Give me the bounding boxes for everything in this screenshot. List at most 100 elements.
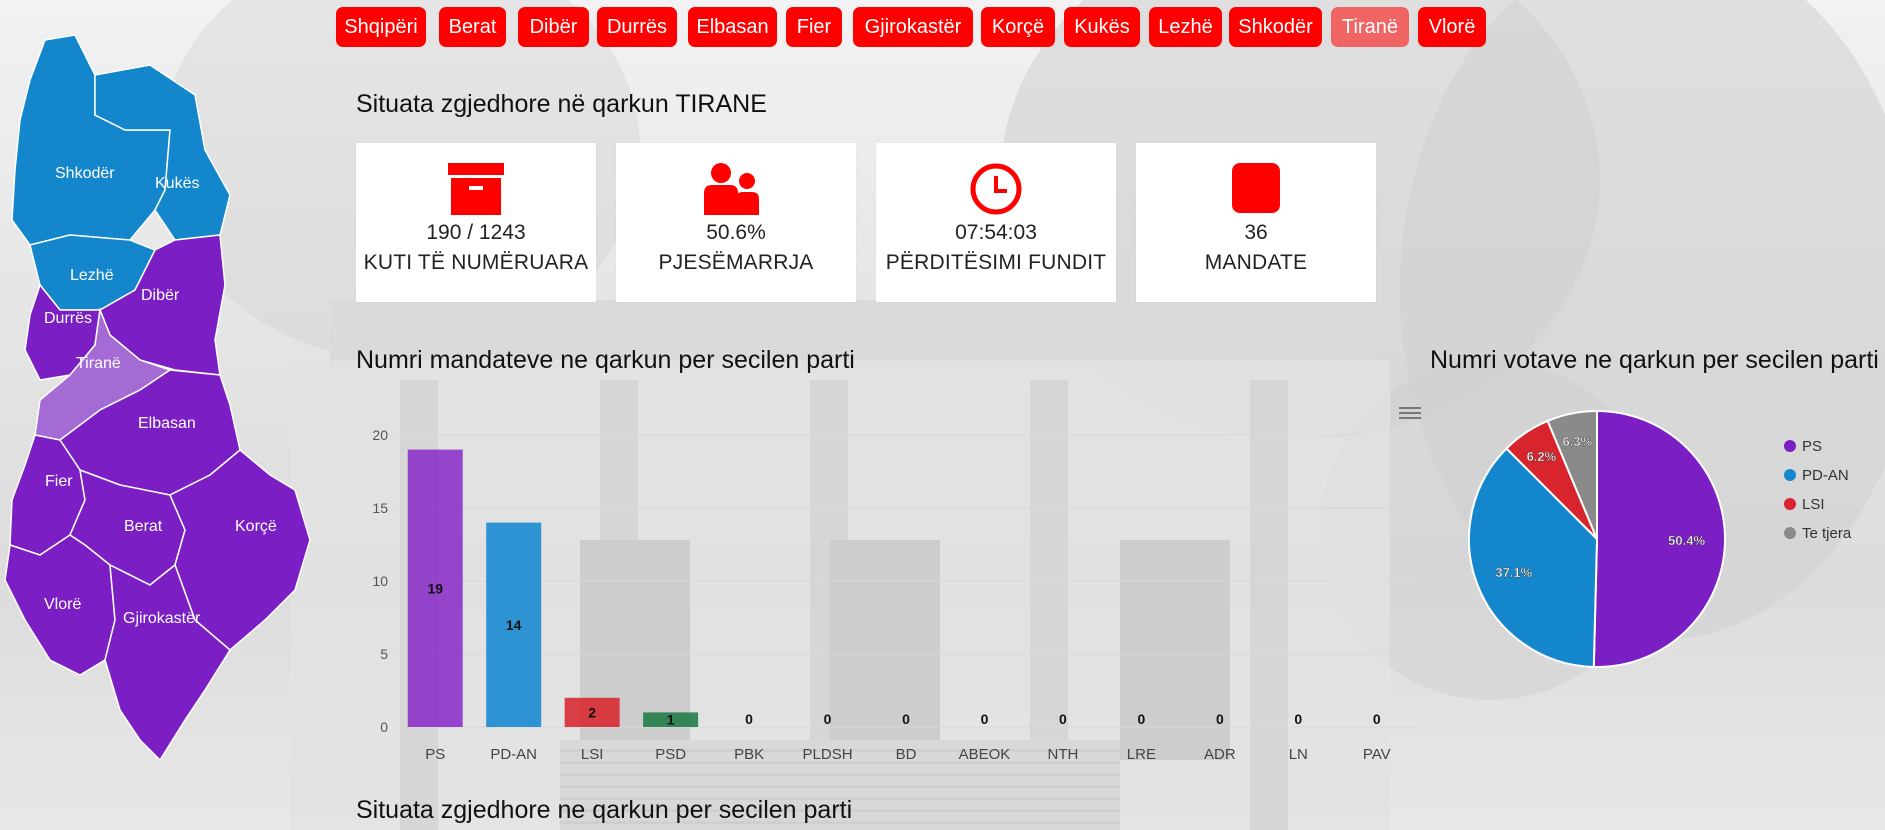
stat-card-counted-boxes: 190 / 1243 KUTI TË NUMËRUARA: [356, 143, 596, 302]
nav-pill-tirane[interactable]: Tiranë: [1331, 7, 1409, 47]
map-label-vlore: Vlorë: [44, 596, 81, 613]
page-title: Situata zgjedhore në qarkun TIRANE: [356, 90, 767, 118]
stat-card-turnout: 50.6% PJESËMARRJA: [616, 143, 856, 302]
bar-y-tick-label: 0: [380, 719, 388, 735]
bar-y-tick-label: 20: [372, 427, 388, 443]
bar-y-tick-label: 10: [372, 573, 388, 589]
bar-x-tick-label: PLDSH: [803, 746, 853, 763]
bar-x-tick-label: PD-AN: [490, 746, 537, 763]
bar-data-label: 1: [667, 712, 675, 728]
nav-pill-gjirokaster[interactable]: Gjirokastër: [853, 7, 973, 47]
bar-x-tick-label: PAV: [1363, 746, 1391, 763]
section-title-bottom: Situata zgjedhore ne qarkun per secilen …: [356, 796, 853, 824]
map-label-tirane: Tiranë: [76, 355, 121, 372]
pie-chart-title: Numri votave ne qarkun per secilen parti: [1430, 346, 1879, 374]
stat-label: PJESËMARRJA: [658, 251, 814, 274]
stat-value: 07:54:03: [955, 221, 1037, 244]
bar-pd-an[interactable]: [486, 522, 542, 727]
bar-x-tick-label: ADR: [1204, 746, 1236, 763]
nav-pill-vlore[interactable]: Vlorë: [1418, 7, 1486, 47]
nav-pill-korce[interactable]: Korçë: [981, 7, 1055, 47]
ballot-box-icon: [356, 163, 596, 215]
map-label-fier: Fier: [45, 473, 73, 490]
stat-value: 50.6%: [706, 221, 766, 244]
nav-pill-durres[interactable]: Durrës: [597, 7, 677, 47]
pie-data-label: 6.3%: [1563, 434, 1593, 449]
stat-value: 36: [1244, 221, 1268, 244]
map-label-gjirokaster: Gjirokastër: [123, 610, 201, 627]
nav-pill-fier[interactable]: Fier: [786, 7, 842, 47]
bar-data-label: 0: [902, 711, 910, 727]
bar-data-label: 0: [1294, 711, 1302, 727]
bar-x-tick-label: NTH: [1048, 746, 1079, 763]
legend-marker: [1784, 527, 1796, 539]
map-region-gjirokaster[interactable]: [104, 563, 231, 762]
stat-card-seats: 36 MANDATE: [1136, 143, 1376, 302]
legend-marker: [1784, 498, 1796, 510]
people-icon: [616, 163, 856, 215]
bar-lsi[interactable]: [564, 697, 620, 727]
stat-value: 190 / 1243: [426, 221, 526, 244]
bar-x-tick-label: PBK: [734, 746, 764, 763]
bar-data-label: 0: [824, 711, 832, 727]
bar-x-tick-label: ABEOK: [959, 746, 1011, 763]
bar-x-tick-label: LRE: [1127, 746, 1156, 763]
bar-data-label: 0: [1373, 711, 1381, 727]
stat-card-last-update: 07:54:03 PËRDITËSIMI FUNDIT: [876, 143, 1116, 302]
map-label-durres: Durrës: [44, 310, 92, 327]
legend-marker: [1784, 469, 1796, 481]
legend-item[interactable]: PD-AN: [1802, 467, 1849, 484]
nav-pill-shqiperi[interactable]: Shqipëri: [336, 7, 426, 47]
bar-data-label: 0: [981, 711, 989, 727]
chart-menu-icon[interactable]: [1399, 404, 1421, 422]
stat-label: PËRDITËSIMI FUNDIT: [885, 251, 1107, 274]
nav-pill-kukes[interactable]: Kukës: [1064, 7, 1140, 47]
legend-item[interactable]: LSI: [1802, 496, 1825, 513]
map-label-berat: Berat: [124, 518, 163, 535]
bar-y-tick-label: 5: [380, 646, 388, 662]
nav-pill-diber[interactable]: Dibër: [518, 7, 589, 47]
albania-map: Shkodër Kukës Lezhë Dibër Durrës Tiranë …: [4, 34, 311, 762]
bar-x-tick-label: LSI: [581, 746, 604, 763]
legend-marker: [1784, 440, 1796, 452]
bar-data-label: 0: [1059, 711, 1067, 727]
stat-label: KUTI TË NUMËRUARA: [363, 251, 589, 274]
legend-item[interactable]: PS: [1802, 438, 1822, 455]
bar-x-tick-label: PSD: [655, 746, 686, 763]
nav-pill-shkoder[interactable]: Shkodër: [1229, 7, 1322, 47]
nav-pill-elbasan[interactable]: Elbasan: [688, 7, 777, 47]
seats-bar-chart: 0 5 10 15 20 19 PS 14 PD-AN 2 LSI 1 PSD 0 PBK 0 PLDSH 0 BD…: [372, 427, 1416, 763]
votes-pie-chart: 50.4% 37.1% 6.2% 6.3% PS PD-AN LSI Te tjera: [1468, 409, 1852, 668]
stat-label: MANDATE: [1204, 251, 1308, 274]
bar-data-label: 14: [506, 617, 522, 633]
bar-data-label: 19: [427, 580, 443, 596]
bar-x-tick-label: PS: [425, 746, 445, 763]
pie-slice-ps[interactable]: [1592, 409, 1726, 668]
map-label-lezhe: Lezhë: [70, 267, 114, 284]
pie-slice-te-tjera[interactable]: [1546, 409, 1598, 540]
bar-ps[interactable]: [407, 449, 463, 727]
bar-x-tick-label: BD: [896, 746, 917, 763]
bar-data-label: 2: [588, 704, 596, 720]
bar-chart-title: Numri mandateve ne qarkun per secilen pa…: [356, 346, 855, 374]
pie-data-label: 37.1%: [1495, 565, 1532, 580]
bar-data-label: 0: [1137, 711, 1145, 727]
map-label-elbasan: Elbasan: [138, 415, 196, 432]
nav-pill-lezhe[interactable]: Lezhë: [1149, 7, 1222, 47]
map-label-diber: Dibër: [141, 287, 180, 304]
bar-x-tick-label: LN: [1289, 746, 1308, 763]
clock-icon: [876, 163, 1116, 215]
nav-pill-berat[interactable]: Berat: [439, 7, 506, 47]
legend-item[interactable]: Te tjera: [1802, 525, 1852, 542]
map-label-shkoder: Shkodër: [55, 165, 115, 182]
bar-psd[interactable]: [643, 712, 699, 727]
seat-icon: [1136, 163, 1376, 215]
pie-data-label: 50.4%: [1668, 533, 1705, 548]
map-label-kukes: Kukës: [155, 175, 199, 192]
pie-data-label: 6.2%: [1527, 449, 1557, 464]
bar-data-label: 0: [745, 711, 753, 727]
map-label-korce: Korçë: [235, 518, 277, 535]
pie-slice-pd-an[interactable]: [1468, 447, 1599, 668]
bar-y-tick-label: 15: [372, 500, 388, 516]
bar-data-label: 0: [1216, 711, 1224, 727]
